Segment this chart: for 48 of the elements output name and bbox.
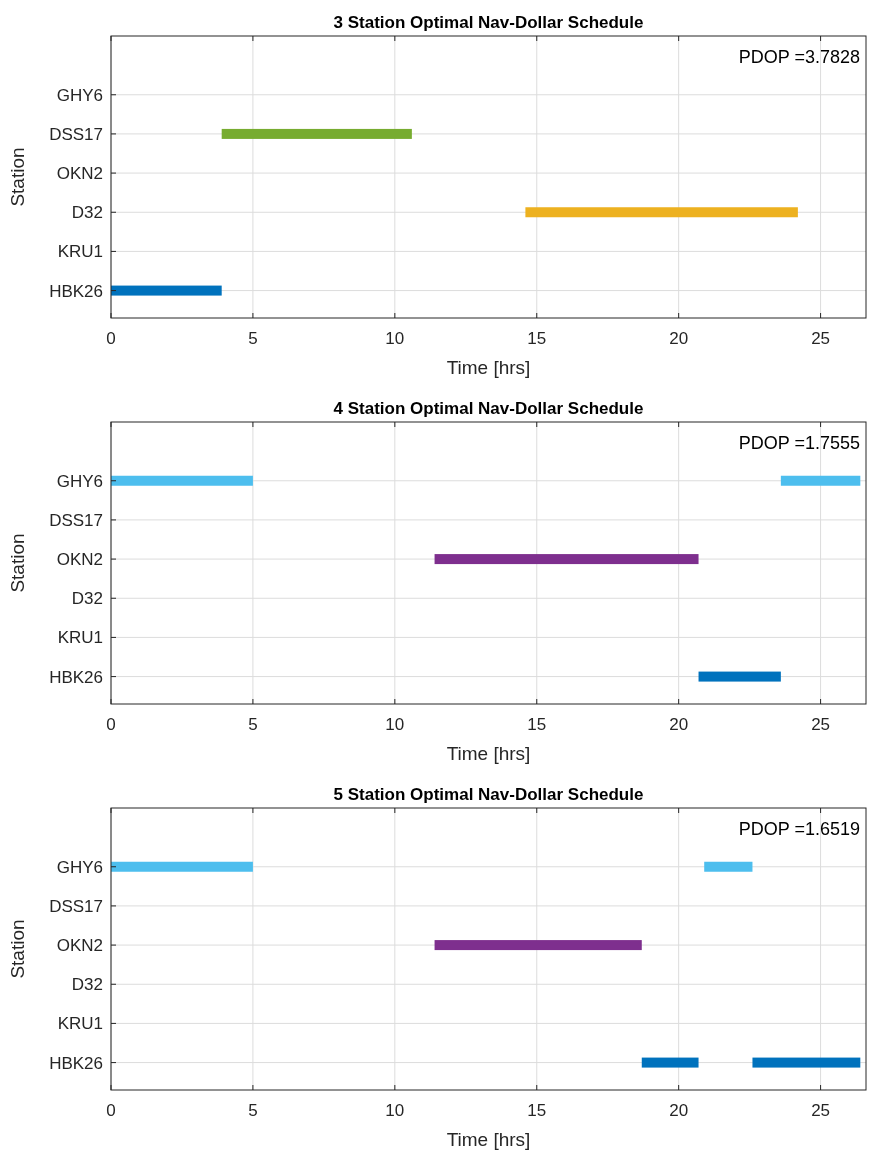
y-tick-label: DSS17 <box>49 896 103 916</box>
annotation: PDOP =1.7555 <box>738 433 860 453</box>
x-tick-label: 5 <box>248 715 258 734</box>
x-tick-label: 15 <box>527 1101 547 1120</box>
y-tick-label: DSS17 <box>49 124 103 144</box>
y-tick-label: GHY6 <box>56 857 103 877</box>
annotation: PDOP =3.7828 <box>738 47 860 67</box>
chart-title: 3 Station Optimal Nav-Dollar Schedule <box>333 13 644 32</box>
y-tick-label: KRU1 <box>57 1014 103 1034</box>
x-tick-label: 10 <box>385 329 405 348</box>
y-tick-label: OKN2 <box>56 164 103 184</box>
x-tick-label: 10 <box>385 1101 405 1120</box>
x-tick-label: 0 <box>106 1101 116 1120</box>
y-tick-label: HBK26 <box>49 281 103 301</box>
y-tick-label: KRU1 <box>57 628 103 648</box>
chart-title: 5 Station Optimal Nav-Dollar Schedule <box>333 785 644 804</box>
y-tick-label: OKN2 <box>56 550 103 570</box>
x-tick-label: 20 <box>669 1101 689 1120</box>
x-tick-label: 0 <box>106 329 116 348</box>
x-tick-label: 25 <box>811 715 831 734</box>
y-tick-label: KRU1 <box>57 242 103 262</box>
x-tick-label: 20 <box>669 329 689 348</box>
x-tick-label: 15 <box>527 329 547 348</box>
y-tick-label: HBK26 <box>49 1053 103 1073</box>
x-tick-label: 15 <box>527 715 547 734</box>
y-axis-title: Station <box>7 147 28 207</box>
y-tick-label: GHY6 <box>56 471 103 491</box>
y-tick-label: DSS17 <box>49 510 103 530</box>
x-axis-title: Time [hrs] <box>446 743 531 764</box>
y-tick-label: D32 <box>71 975 103 995</box>
x-tick-label: 25 <box>811 329 831 348</box>
y-axis-title: Station <box>7 919 28 979</box>
y-axis-title: Station <box>7 533 28 593</box>
y-tick-label: OKN2 <box>56 936 103 956</box>
x-tick-label: 10 <box>385 715 405 734</box>
chart-title: 4 Station Optimal Nav-Dollar Schedule <box>333 399 644 418</box>
annotation: PDOP =1.6519 <box>738 819 860 839</box>
y-tick-label: D32 <box>71 589 103 609</box>
y-tick-label: HBK26 <box>49 667 103 687</box>
y-tick-label: GHY6 <box>56 85 103 105</box>
x-tick-label: 20 <box>669 715 689 734</box>
y-tick-label: D32 <box>71 203 103 223</box>
x-tick-label: 25 <box>811 1101 831 1120</box>
x-axis-title: Time [hrs] <box>446 1129 531 1150</box>
x-tick-label: 5 <box>248 1101 258 1120</box>
x-tick-label: 5 <box>248 329 258 348</box>
x-axis-title: Time [hrs] <box>446 357 531 378</box>
x-tick-label: 0 <box>106 715 116 734</box>
